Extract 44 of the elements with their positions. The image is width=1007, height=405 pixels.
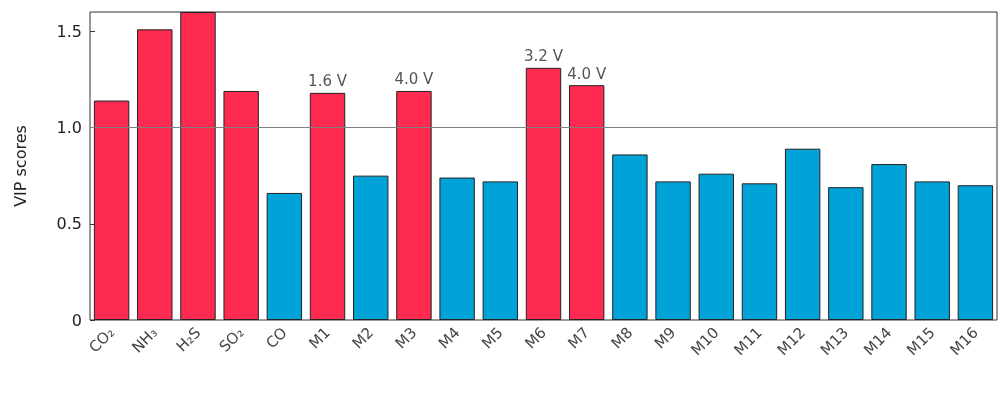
x-tick-label: NH₃	[128, 323, 162, 357]
y-axis-title: VIP scores	[10, 125, 30, 207]
bar	[568, 85, 605, 320]
x-tick-label: CO₂	[85, 323, 118, 357]
bar	[655, 181, 691, 320]
x-tick-label: M5	[478, 323, 507, 353]
bar	[353, 175, 389, 320]
x-tick-label: CO	[262, 323, 291, 353]
bar	[93, 100, 130, 320]
y-tick-label: 1.5	[56, 21, 82, 41]
y-tick-label: 0	[71, 310, 82, 330]
x-tick-label: M4	[434, 323, 464, 353]
x-tick-label: M1	[305, 323, 334, 353]
x-tick-label: H₂S	[172, 323, 205, 356]
x-tick-label: M6	[521, 323, 550, 353]
x-tick-label: M9	[650, 323, 680, 353]
x-tick-label: SO₂	[215, 323, 248, 356]
bar	[309, 92, 346, 320]
bar	[439, 177, 475, 320]
bar	[784, 148, 821, 320]
bar	[612, 154, 648, 320]
bar	[871, 164, 907, 320]
x-tick-label: M3	[391, 323, 421, 353]
bar	[266, 192, 303, 320]
y-tick-label: 0.5	[56, 214, 82, 234]
bar	[180, 12, 216, 320]
bar	[914, 181, 950, 320]
annotation: 3.2 V	[524, 47, 564, 66]
bar	[396, 90, 432, 320]
x-tick-label: M2	[348, 323, 378, 353]
bar	[137, 29, 173, 320]
y-tick-label: 1.0	[56, 118, 82, 137]
bar	[482, 181, 519, 320]
x-tick-label: M7	[564, 323, 594, 353]
bar	[223, 90, 259, 320]
bar	[525, 67, 562, 320]
bar	[828, 187, 864, 320]
bar	[741, 183, 778, 320]
bar	[957, 185, 994, 320]
annotation: 1.6 V	[308, 72, 348, 91]
annotation: 4.0 V	[567, 64, 607, 83]
x-tick-label: M8	[607, 323, 637, 353]
bar	[698, 173, 734, 320]
annotation: 4.0 V	[394, 70, 435, 89]
